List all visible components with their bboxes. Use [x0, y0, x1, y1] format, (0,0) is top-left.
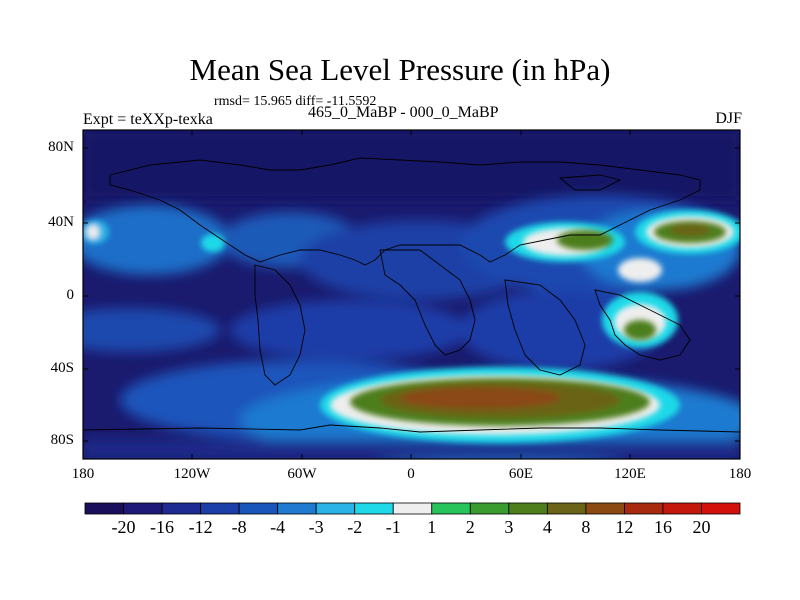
pressure-field	[83, 130, 740, 459]
lon-tick-label: 60E	[508, 466, 534, 482]
colorbar-swatch	[624, 502, 664, 515]
lat-tick-label: 40N	[48, 214, 74, 230]
colorbar-label: 1	[427, 517, 437, 537]
lon-tick-label: 180	[728, 466, 752, 482]
colorbar-swatch	[277, 502, 317, 515]
colorbar-label: 16	[653, 517, 672, 537]
axis-ticks	[83, 130, 740, 459]
colorbar-swatch	[392, 502, 433, 515]
colorbar-label: -20	[111, 517, 136, 537]
colorbar-label: -8	[231, 517, 247, 537]
colorbar-label: -16	[150, 517, 175, 537]
map-title: Mean Sea Level Pressure (in hPa)	[189, 52, 611, 87]
lon-tick-label: 60W	[287, 466, 317, 482]
colorbar-label: -1	[385, 517, 401, 537]
colorbar-swatch	[469, 502, 510, 515]
colorbar-swatch	[431, 502, 471, 515]
colorbar-label: -2	[347, 517, 363, 537]
colorbar-swatch	[161, 502, 201, 515]
colorbar-swatch	[546, 502, 587, 515]
colorbar-label: 4	[542, 517, 552, 537]
colorbar-label: 3	[504, 517, 514, 537]
experiment-label: Expt = teXXp-texka	[83, 111, 213, 128]
colorbar-label: -4	[270, 517, 286, 537]
colorbar-swatch	[315, 502, 356, 515]
colorbar-label: -3	[308, 517, 324, 537]
colorbar-swatch	[585, 502, 625, 515]
lon-tick-label: 180	[71, 466, 95, 482]
lon-tick-label: 120E	[614, 466, 646, 482]
colorbar-label: 12	[615, 517, 634, 537]
stats-label: rmsd= 15.965 diff= -11.5592	[214, 94, 377, 109]
colorbar-swatch	[84, 502, 124, 515]
land-outlines	[83, 157, 740, 433]
lat-tick-label: 0	[66, 287, 75, 303]
colorbar-swatch	[701, 502, 741, 515]
lat-tick-label: 40S	[50, 360, 74, 376]
lon-tick-label: 120W	[173, 466, 211, 482]
lat-tick-label: 80S	[50, 432, 74, 448]
colorbar-label: -12	[188, 517, 213, 537]
colorbar	[84, 502, 741, 515]
colorbar-label: 20	[692, 517, 711, 537]
lon-tick-label: 0	[407, 466, 415, 482]
season-label: DJF	[715, 110, 742, 127]
colorbar-swatch	[354, 502, 394, 515]
colorbar-swatch	[200, 502, 240, 515]
colorbar-label: 2	[465, 517, 475, 537]
colorbar-swatch	[123, 502, 163, 515]
difference-label: 465_0_MaBP - 000_0_MaBP	[308, 104, 499, 121]
colorbar-swatch	[508, 502, 548, 515]
colorbar-label: 8	[581, 517, 591, 537]
lat-tick-label: 80N	[48, 139, 74, 155]
colorbar-swatch	[662, 502, 702, 515]
colorbar-swatch	[238, 502, 279, 515]
